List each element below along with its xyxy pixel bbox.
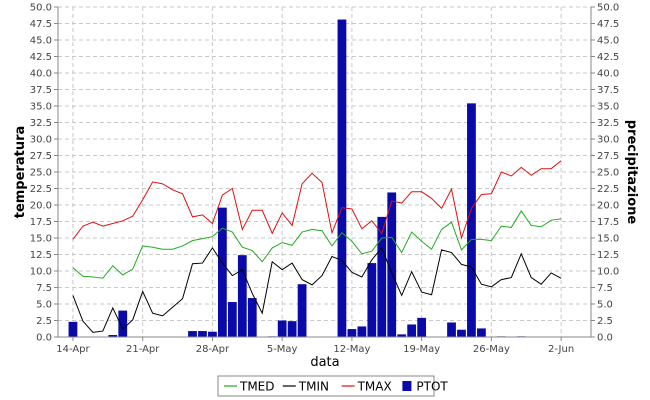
legend-swatch-ptot bbox=[402, 381, 412, 391]
y-tick-label-right: 42.5 bbox=[597, 52, 619, 63]
y-tick-label-right: 40.0 bbox=[597, 69, 619, 80]
x-tick-label: 19-May bbox=[403, 344, 440, 355]
bar-ptot bbox=[287, 321, 297, 337]
bar-ptot bbox=[247, 298, 257, 337]
y-axis-title-left: temperatura bbox=[13, 126, 28, 219]
y-tick-label-right: 37.5 bbox=[597, 85, 619, 96]
x-tick-label: 2-Jun bbox=[548, 344, 574, 355]
y-tick-label-right: 15.0 bbox=[597, 234, 619, 245]
y-tick-label-right: 47.5 bbox=[597, 19, 619, 30]
y-tick-label-left: 27.5 bbox=[30, 151, 52, 162]
bar-ptot bbox=[118, 310, 128, 337]
line-tmin bbox=[72, 246, 562, 333]
bar-layer bbox=[68, 19, 526, 337]
x-tick-label: 28-Apr bbox=[196, 344, 230, 355]
bar-ptot bbox=[357, 326, 367, 337]
y-tick-label-left: 32.5 bbox=[30, 118, 52, 129]
bar-ptot bbox=[347, 329, 357, 337]
y-tick-label-right: 12.5 bbox=[597, 250, 619, 261]
y-tick-label-right: 0.0 bbox=[597, 333, 613, 344]
y-tick-label-left: 50.0 bbox=[30, 3, 52, 14]
x-tick-label: 14-Apr bbox=[56, 344, 90, 355]
y-tick-label-left: 7.5 bbox=[36, 283, 52, 294]
y-tick-label-left: 47.5 bbox=[30, 19, 52, 30]
bar-ptot bbox=[208, 331, 217, 337]
y-tick-label-left: 2.5 bbox=[36, 316, 52, 327]
legend-label-tmed: TMED bbox=[239, 380, 275, 394]
bar-ptot bbox=[387, 192, 397, 337]
x-axis-title: data bbox=[310, 355, 339, 370]
y-tick-label-right: 30.0 bbox=[597, 135, 619, 146]
bar-ptot bbox=[277, 320, 287, 337]
y-tick-label-right: 22.5 bbox=[597, 184, 619, 195]
bar-ptot bbox=[477, 328, 486, 337]
bar-ptot bbox=[417, 317, 427, 337]
y-tick-label-right: 17.5 bbox=[597, 217, 619, 228]
bar-ptot bbox=[407, 324, 417, 337]
legend-items: TMED TMIN TMAX PTOT bbox=[224, 380, 448, 394]
bar-ptot bbox=[68, 321, 78, 337]
bar-ptot bbox=[237, 255, 247, 337]
y-tick-label-left: 42.5 bbox=[30, 52, 52, 63]
bar-ptot bbox=[447, 322, 456, 337]
bar-ptot bbox=[397, 334, 407, 337]
y-tick-label-right: 35.0 bbox=[597, 102, 619, 113]
bar-ptot bbox=[457, 329, 466, 337]
y-tick-label-left: 17.5 bbox=[30, 217, 52, 228]
y-tick-label-left: 37.5 bbox=[30, 85, 52, 96]
legend-box bbox=[217, 375, 435, 397]
y-tick-label-right: 5.0 bbox=[597, 300, 613, 311]
y-tick-label-left: 20.0 bbox=[30, 201, 52, 212]
legend-label-tmax: TMAX bbox=[357, 380, 392, 394]
y-tick-label-right: 27.5 bbox=[597, 151, 619, 162]
axis-layer: 0.0 0.0 2.5 2.5 5.0 5.0 7.5 7.5 10.0 10.0 12.5 12.5… bbox=[30, 3, 620, 356]
bar-ptot bbox=[108, 335, 118, 337]
bar-ptot bbox=[337, 19, 347, 337]
x-tick-label: 12-May bbox=[333, 344, 370, 355]
line-layer bbox=[72, 160, 562, 333]
y-axis-title-right: precipitazione bbox=[624, 120, 639, 225]
y-tick-label-right: 10.0 bbox=[597, 267, 619, 278]
y-tick-label-left: 45.0 bbox=[30, 36, 52, 47]
y-tick-label-right: 32.5 bbox=[597, 118, 619, 129]
y-tick-label-right: 25.0 bbox=[597, 168, 619, 179]
y-tick-label-right: 7.5 bbox=[597, 283, 613, 294]
bar-ptot bbox=[188, 331, 197, 337]
bar-ptot bbox=[467, 103, 476, 337]
x-tick-label: 26-May bbox=[473, 344, 510, 355]
bar-ptot bbox=[367, 263, 377, 337]
bar-ptot bbox=[217, 207, 227, 337]
legend: TMED TMIN TMAX PTOT bbox=[217, 375, 448, 397]
bar-ptot bbox=[377, 216, 387, 337]
legend-label-tmin: TMIN bbox=[298, 380, 329, 394]
y-tick-label-left: 12.5 bbox=[30, 250, 52, 261]
y-tick-label-left: 10.0 bbox=[30, 267, 52, 278]
bar-ptot bbox=[297, 284, 307, 337]
line-tmax bbox=[72, 160, 562, 240]
y-tick-label-left: 40.0 bbox=[30, 69, 52, 80]
y-tick-label-left: 15.0 bbox=[30, 234, 52, 245]
legend-label-ptot: PTOT bbox=[416, 380, 448, 394]
x-tick-label: 5-May bbox=[267, 344, 298, 355]
y-tick-label-right: 2.5 bbox=[597, 316, 613, 327]
bar-ptot bbox=[198, 331, 207, 337]
y-tick-label-left: 35.0 bbox=[30, 102, 52, 113]
y-tick-label-left: 30.0 bbox=[30, 135, 52, 146]
line-tmed bbox=[72, 210, 562, 279]
y-tick-label-right: 50.0 bbox=[597, 3, 619, 14]
bar-ptot bbox=[227, 302, 237, 337]
y-tick-label-right: 45.0 bbox=[597, 36, 619, 47]
y-tick-label-left: 0.0 bbox=[36, 333, 52, 344]
y-tick-label-left: 5.0 bbox=[36, 300, 52, 311]
x-tick-label: 21-Apr bbox=[126, 344, 160, 355]
y-tick-label-left: 22.5 bbox=[30, 184, 52, 195]
y-tick-label-left: 25.0 bbox=[30, 168, 52, 179]
y-tick-label-right: 20.0 bbox=[597, 201, 619, 212]
